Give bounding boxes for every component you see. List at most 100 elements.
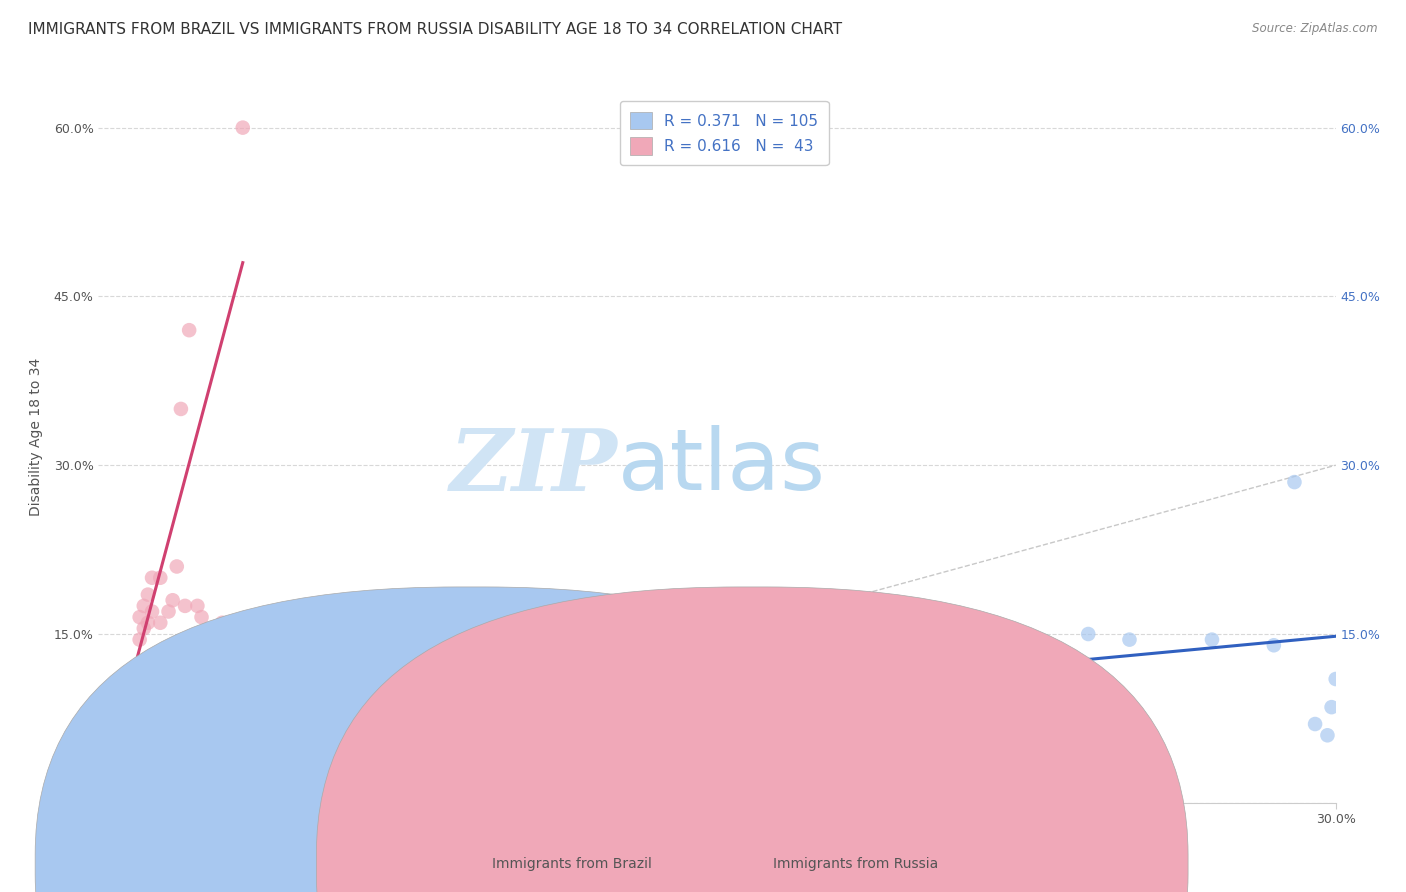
Point — [232, 694, 254, 708]
Point — [170, 717, 193, 731]
Point — [162, 593, 184, 607]
Point — [104, 739, 127, 754]
Text: Immigrants from Russia: Immigrants from Russia — [773, 857, 939, 871]
Point — [145, 728, 167, 742]
Point — [181, 711, 204, 725]
Point — [120, 723, 142, 737]
Point — [375, 655, 398, 669]
Point — [108, 689, 131, 703]
Point — [117, 739, 139, 754]
Point — [1324, 672, 1347, 686]
Point — [104, 711, 127, 725]
Point — [104, 728, 127, 742]
Point — [211, 615, 233, 630]
Point — [224, 689, 246, 703]
Point — [136, 739, 159, 754]
Point — [120, 734, 142, 748]
Point — [100, 739, 122, 754]
Point — [170, 401, 193, 416]
Point — [157, 605, 180, 619]
Point — [162, 694, 184, 708]
Point — [112, 723, 135, 737]
Point — [1077, 627, 1099, 641]
Point — [145, 711, 167, 725]
Point — [136, 723, 159, 737]
Point — [112, 745, 135, 759]
Point — [124, 706, 146, 720]
Point — [120, 711, 142, 725]
Point — [141, 717, 163, 731]
Point — [149, 728, 172, 742]
Point — [104, 734, 127, 748]
Point — [149, 615, 172, 630]
Point — [96, 739, 118, 754]
Point — [108, 723, 131, 737]
Point — [141, 571, 163, 585]
Point — [91, 762, 114, 776]
Point — [104, 694, 127, 708]
Point — [166, 717, 188, 731]
Point — [91, 739, 114, 754]
Point — [108, 767, 131, 781]
Point — [157, 723, 180, 737]
Point — [198, 700, 221, 714]
Point — [830, 627, 852, 641]
Point — [96, 706, 118, 720]
Point — [124, 700, 146, 714]
Point — [179, 323, 201, 337]
Point — [190, 683, 212, 698]
Point — [108, 756, 131, 771]
Point — [1263, 638, 1285, 652]
Point — [994, 627, 1017, 641]
Point — [207, 700, 229, 714]
Point — [100, 762, 122, 776]
Point — [100, 723, 122, 737]
Point — [1303, 717, 1326, 731]
Point — [335, 661, 357, 675]
Point — [108, 706, 131, 720]
Point — [104, 756, 127, 771]
Point — [1320, 700, 1343, 714]
Point — [96, 756, 118, 771]
Point — [458, 644, 481, 658]
Point — [157, 700, 180, 714]
Text: Source: ZipAtlas.com: Source: ZipAtlas.com — [1253, 22, 1378, 36]
Point — [128, 610, 150, 624]
Point — [117, 694, 139, 708]
Point — [252, 678, 274, 692]
Point — [418, 649, 440, 664]
Point — [128, 734, 150, 748]
Point — [124, 751, 146, 765]
Point — [120, 756, 142, 771]
Point — [96, 773, 118, 788]
Point — [128, 700, 150, 714]
Point — [112, 700, 135, 714]
Point — [100, 751, 122, 765]
Point — [96, 728, 118, 742]
Point — [314, 661, 336, 675]
Point — [117, 728, 139, 742]
Point — [104, 745, 127, 759]
Point — [91, 751, 114, 765]
Point — [260, 683, 283, 698]
Point — [211, 700, 233, 714]
Point — [112, 762, 135, 776]
Point — [128, 717, 150, 731]
Point — [190, 706, 212, 720]
Point — [117, 711, 139, 725]
Point — [117, 717, 139, 731]
Point — [112, 683, 135, 698]
Point — [1284, 475, 1306, 489]
Point — [356, 655, 378, 669]
Point — [124, 672, 146, 686]
Point — [215, 694, 238, 708]
Point — [186, 706, 208, 720]
Point — [128, 751, 150, 765]
Point — [136, 588, 159, 602]
Point — [243, 689, 266, 703]
Point — [174, 599, 197, 613]
Point — [141, 700, 163, 714]
Point — [166, 559, 188, 574]
Point — [112, 717, 135, 731]
Point — [100, 767, 122, 781]
